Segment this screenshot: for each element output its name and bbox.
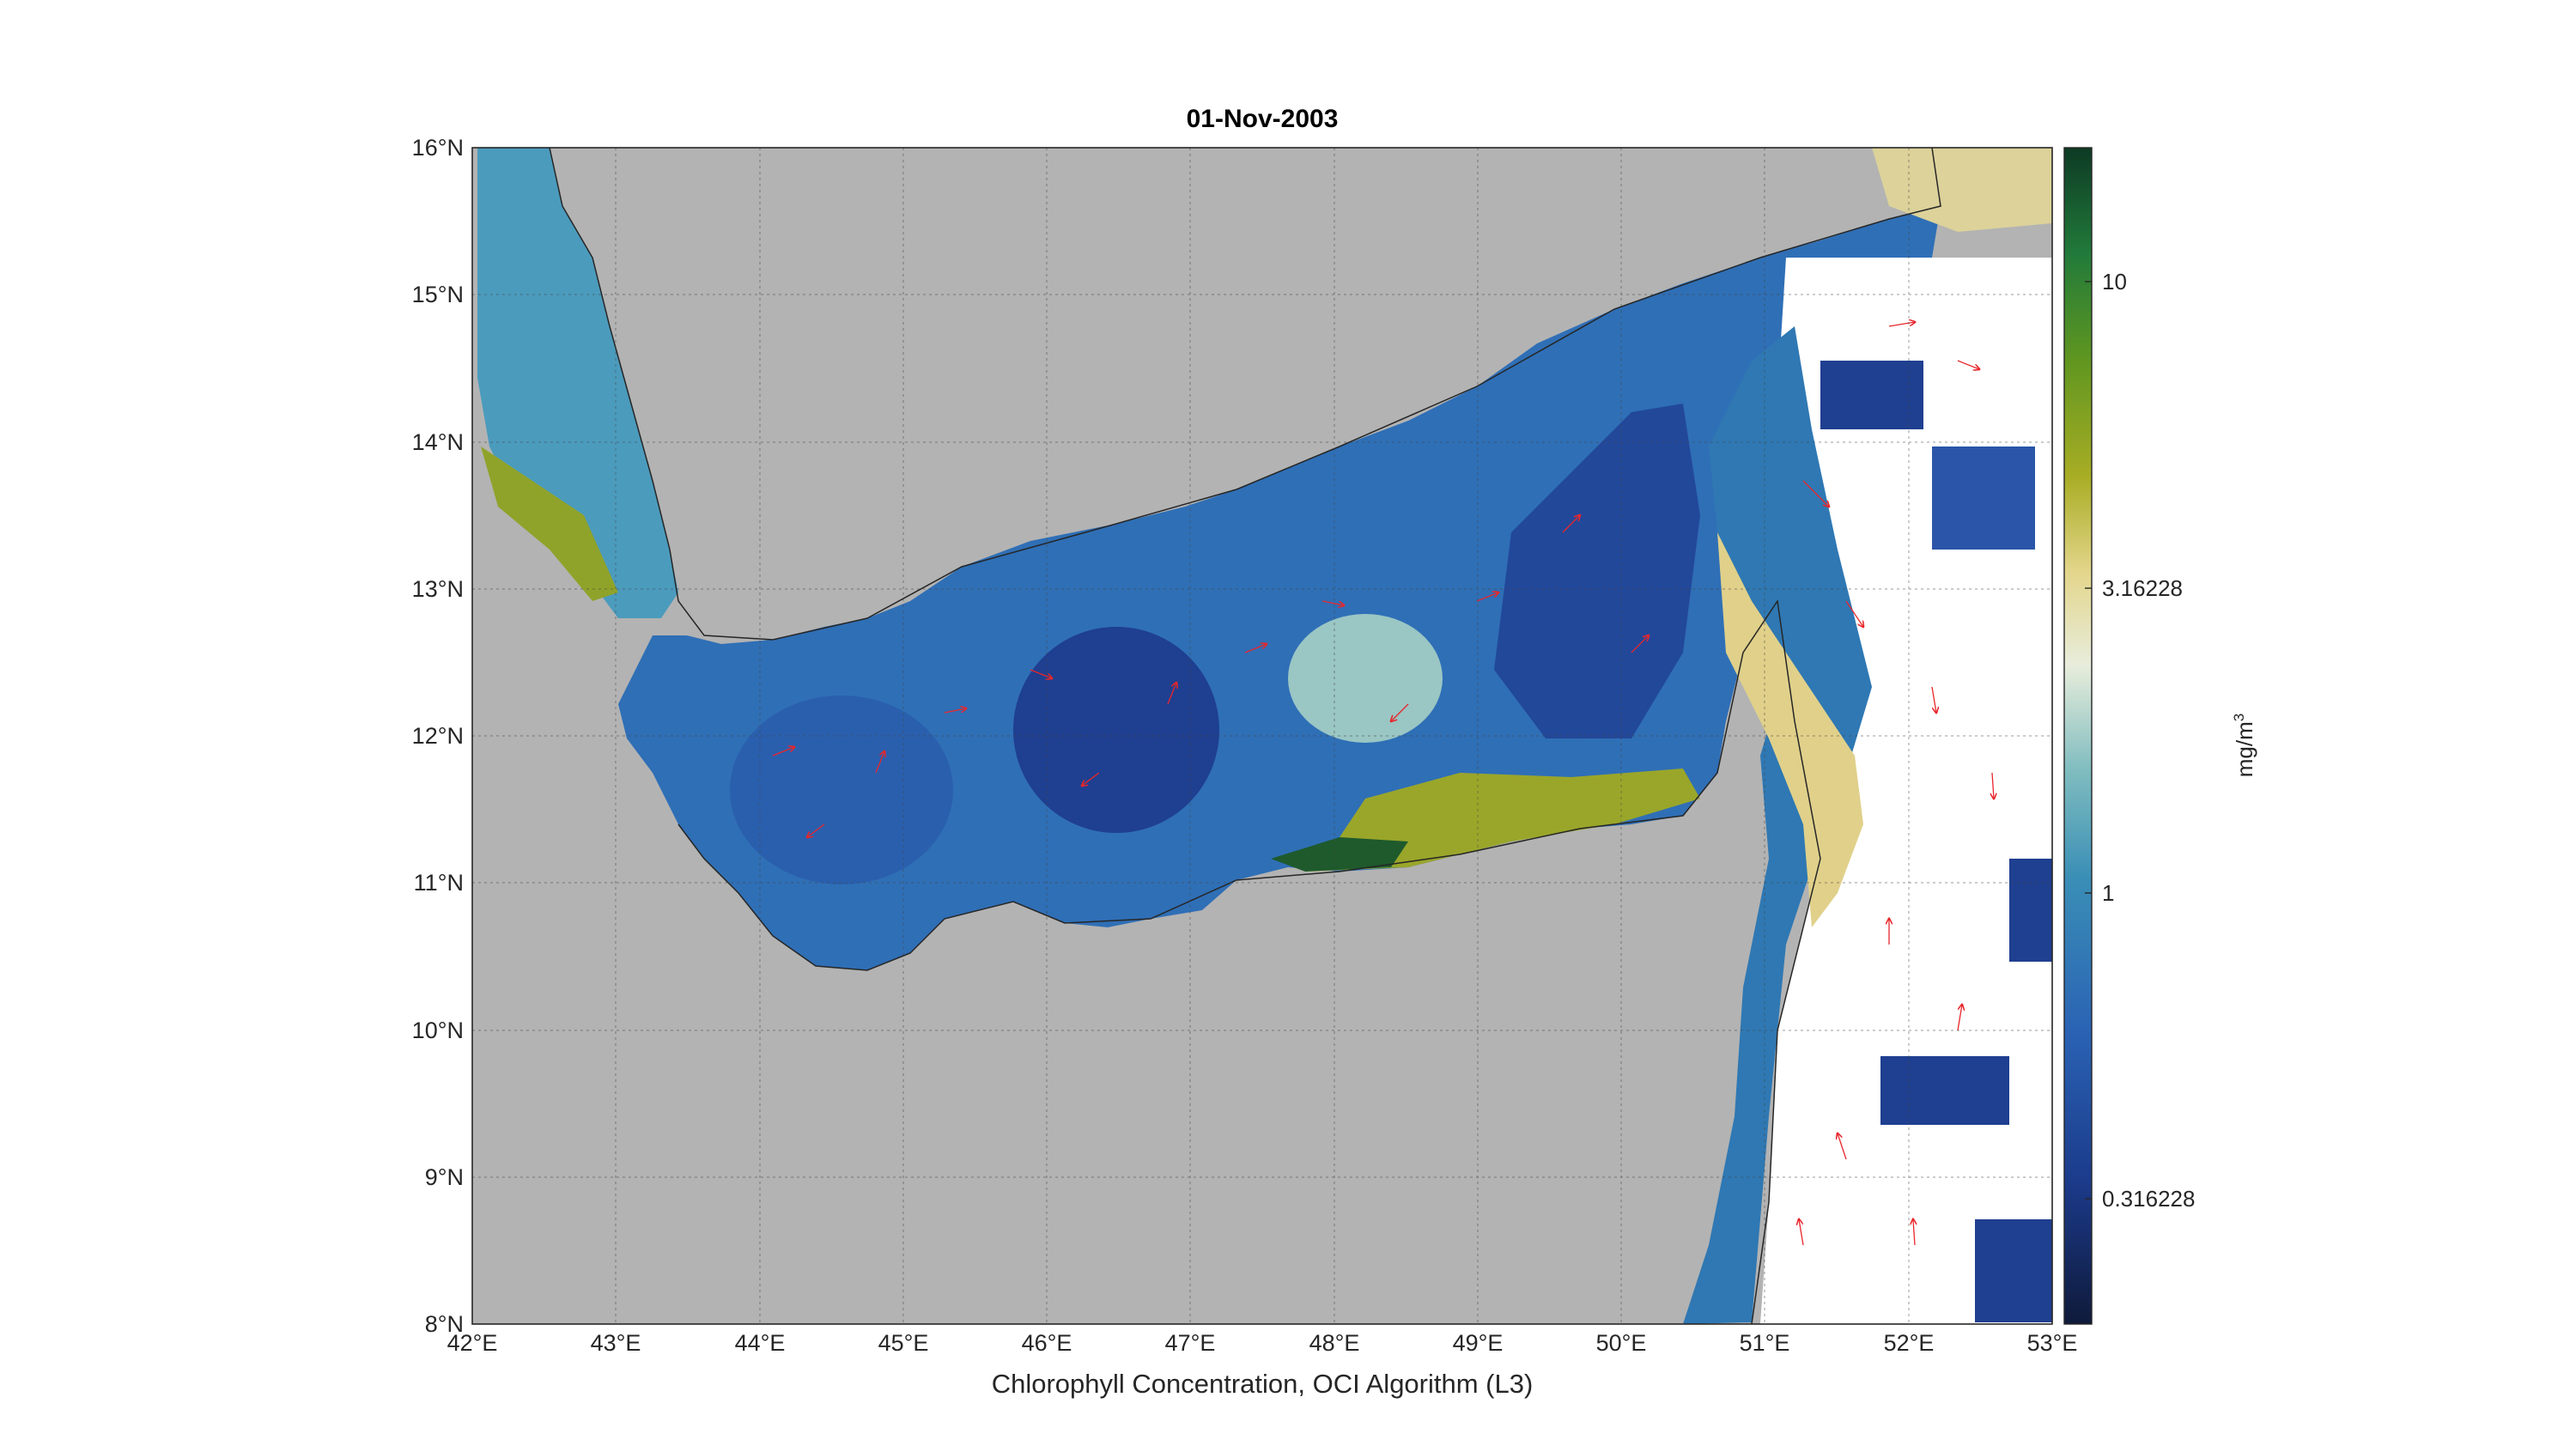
lat-tick-label: 10°N xyxy=(412,1018,464,1043)
socotra-passage-dark xyxy=(1494,404,1700,738)
somali-coast-dark-green xyxy=(1271,837,1408,872)
lon-tick-label: 53°E xyxy=(2027,1330,2078,1356)
colorbar xyxy=(2063,147,2093,1325)
gridlines xyxy=(472,148,2052,1324)
lat-tick-label: 8°N xyxy=(425,1311,464,1337)
lat-tick-label: 13°N xyxy=(412,576,464,602)
patch-se-1 xyxy=(1880,1056,2009,1125)
lon-tick-label: 48°E xyxy=(1309,1330,1360,1356)
lat-tick-label: 11°N xyxy=(414,870,464,896)
lat-tick-label: 16°N xyxy=(412,135,464,161)
arabian-sea-water-west xyxy=(1683,326,1872,1324)
current-vectors xyxy=(772,322,1994,1246)
lat-tick-label: 9°N xyxy=(425,1164,464,1190)
lon-tick-label: 44°E xyxy=(735,1330,786,1356)
colorbar-unit-base: mg/m xyxy=(2231,721,2257,778)
lon-tick-label: 50°E xyxy=(1596,1330,1647,1356)
patch-se-2 xyxy=(2009,859,2052,962)
lon-tick-label: 52°E xyxy=(1884,1330,1935,1356)
colorbar-unit-exponent: 3 xyxy=(2231,713,2248,722)
lat-tick-label: 15°N xyxy=(412,282,464,307)
north-yemen-coast-yellow xyxy=(1872,148,2052,232)
x-axis-label: Chlorophyll Concentration, OCI Algorithm… xyxy=(991,1369,1534,1399)
colorbar-tick-labels: 10 3.16228 1 0.316228 xyxy=(2102,269,2195,1212)
coastal-yellow-band-east xyxy=(1717,532,1863,927)
coastline-arabia xyxy=(549,148,1941,641)
lat-tick-label: 14°N xyxy=(412,429,464,455)
axes-frame xyxy=(471,147,2053,1325)
patch-ne-2 xyxy=(1932,447,2035,550)
colorbar-tick-label: 0.316228 xyxy=(2102,1186,2195,1212)
patch-ne-1 xyxy=(1820,361,1923,429)
eddy-east-light xyxy=(1288,614,1443,743)
lon-tick-labels: 42°E 43°E 44°E 45°E 46°E 47°E 48°E 49°E … xyxy=(447,1330,2078,1356)
eddy-west xyxy=(730,696,953,884)
map-title: 01-Nov-2003 xyxy=(1186,105,1339,133)
colorbar-tick-label: 1 xyxy=(2102,880,2114,906)
colorbar-unit-label: mg/m3 xyxy=(2231,714,2258,777)
lon-tick-label: 42°E xyxy=(447,1330,498,1356)
lon-tick-label: 45°E xyxy=(878,1330,929,1356)
colorbar-tick-label: 10 xyxy=(2102,269,2127,295)
red-sea-coast-green xyxy=(481,447,618,601)
colorbar-ticks xyxy=(2085,281,2092,1200)
lat-tick-labels: 16°N 15°N 14°N 13°N 12°N 11°N 10°N 9°N 8… xyxy=(412,135,464,1337)
colorbar-tick-label: 3.16228 xyxy=(2102,575,2183,601)
lon-tick-label: 46°E xyxy=(1022,1330,1072,1356)
lon-tick-label: 51°E xyxy=(1740,1330,1790,1356)
lat-tick-label: 12°N xyxy=(412,723,464,749)
eddy-center xyxy=(1013,627,1219,833)
lon-tick-label: 47°E xyxy=(1165,1330,1216,1356)
patch-se-3 xyxy=(1975,1219,2052,1322)
coastline-somalia xyxy=(677,598,1821,1324)
lon-tick-label: 49°E xyxy=(1453,1330,1504,1356)
lon-tick-label: 43°E xyxy=(591,1330,641,1356)
